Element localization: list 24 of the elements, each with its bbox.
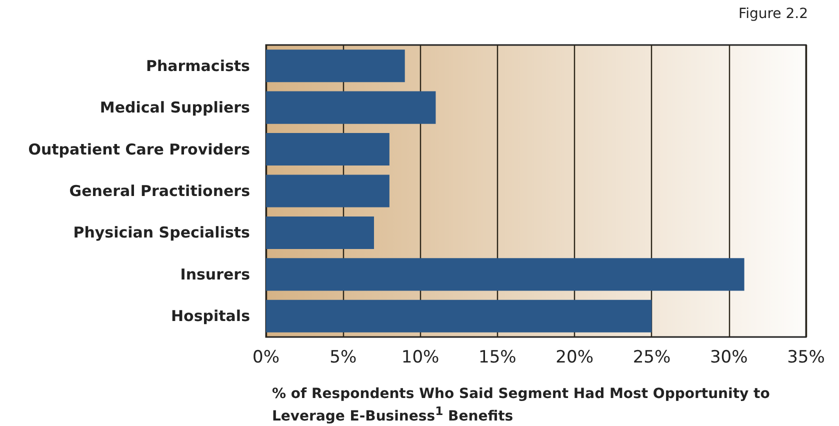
caption: Figure 2.2: [738, 6, 808, 22]
bar: [266, 216, 374, 249]
y-tick-label: Insurers: [180, 265, 250, 284]
y-tick-label: Medical Suppliers: [100, 98, 250, 117]
x-axis-title: % of Respondents Who Said Segment Had Most Opportunity to Leverage E-Business$^{1}$ Benefits: [272, 386, 771, 426]
bar: [266, 133, 390, 166]
y-tick-label: Hospitals: [170, 307, 250, 326]
y-tick-label: Physician Specialists: [73, 224, 250, 242]
bar: [266, 174, 390, 208]
y-tick-label: Outpatient Care Providers: [28, 140, 250, 158]
bar: [266, 91, 436, 124]
x-tick-label: 15%: [478, 348, 516, 368]
x-tick-label: 25%: [632, 348, 671, 368]
x-tick-label: 0%: [252, 348, 280, 368]
x-tick-label: 30%: [710, 348, 748, 368]
x-tick-label: 20%: [556, 348, 594, 368]
bar: [266, 258, 744, 291]
bar: [266, 300, 652, 332]
bar: [266, 50, 405, 82]
x-tick-label: 10%: [401, 348, 440, 368]
x-tick-label: 35%: [787, 348, 825, 368]
y-tick-label: General Practitioners: [69, 182, 250, 200]
x-tick-label: 5%: [330, 348, 357, 368]
y-tick-label: Pharmacists: [146, 56, 250, 75]
